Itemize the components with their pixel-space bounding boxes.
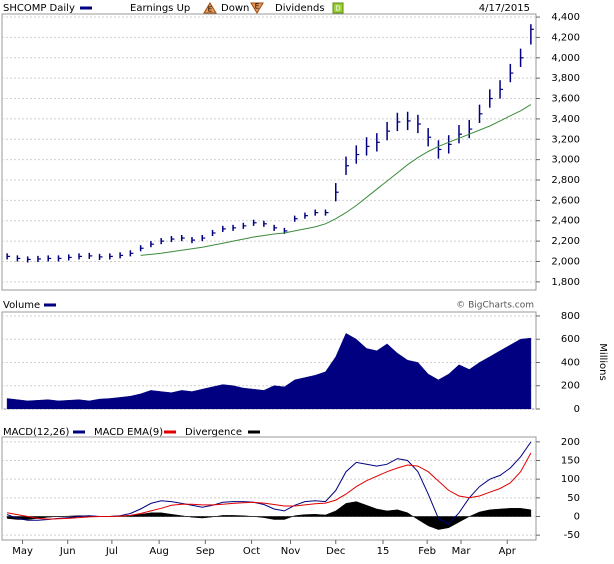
y-tick-label: 50 [567, 493, 580, 504]
panel-title: Volume [3, 300, 40, 311]
y-tick-label: 2,000 [551, 256, 580, 267]
chart-title: SHCOMP Daily [3, 3, 75, 14]
y-tick-label: 2,600 [551, 195, 580, 206]
y-tick-label: 600 [561, 334, 580, 345]
x-tick-label: Mar [452, 546, 472, 557]
series-line [6, 441, 532, 525]
credit: © BigCharts.com [456, 301, 534, 311]
legend-label: MACD EMA(9) [94, 427, 163, 438]
y-tick-label: 4,400 [551, 12, 580, 23]
plot-area [6, 24, 534, 263]
y-tick-label: 0 [574, 404, 580, 415]
dividends-icon: D [332, 2, 344, 14]
y-tick-label: 150 [561, 456, 580, 467]
plot-area [6, 441, 532, 530]
y-tick-label: 3,200 [551, 134, 580, 145]
legend-label: MACD(12,26) [3, 427, 70, 438]
y-tick-label: 4,000 [551, 53, 580, 64]
annotation: Dividends [275, 3, 325, 14]
y-axis-label: Millions [597, 343, 608, 380]
plot-area [6, 333, 532, 409]
y-tick-label: 800 [561, 311, 580, 322]
y-tick-label: 200 [561, 437, 580, 448]
legend-label: Divergence [185, 427, 242, 438]
earnings-down-icon: E [250, 2, 264, 14]
series-area [6, 333, 532, 409]
svg-text:E: E [208, 6, 212, 14]
x-tick-label: Apr [499, 546, 517, 557]
x-tick-label: 15 [377, 546, 390, 557]
annotation: Earnings Up [130, 3, 190, 14]
series-line [140, 104, 532, 256]
svg-text:D: D [335, 5, 340, 13]
y-tick-label: 200 [561, 381, 580, 392]
y-tick-label: 3,000 [551, 155, 580, 166]
y-tick-label: 2,800 [551, 175, 580, 186]
y-tick-label: 100 [561, 474, 580, 485]
y-tick-label: 1,800 [551, 277, 580, 288]
y-tick-label: 2,200 [551, 236, 580, 247]
x-tick-label: Feb [418, 546, 436, 557]
x-tick-label: Jul [105, 546, 118, 557]
y-tick-label: 0 [574, 511, 580, 522]
x-tick-label: Dec [326, 546, 345, 557]
x-tick-label: Sep [196, 546, 215, 557]
date: 4/17/2015 [479, 3, 530, 14]
series-line [7, 452, 532, 520]
y-tick-label: 400 [561, 357, 580, 368]
y-tick-label: 3,800 [551, 73, 580, 84]
x-tick-label: Nov [281, 546, 301, 557]
earnings-up-icon: E [203, 2, 217, 14]
y-tick-label: 3,400 [551, 114, 580, 125]
y-tick-label: 4,200 [551, 32, 580, 43]
plot-frame [1, 436, 537, 541]
x-tick-label: May [12, 546, 33, 557]
x-tick-label: Oct [243, 546, 260, 557]
y-tick-label: 3,600 [551, 94, 580, 105]
x-tick-label: Jun [59, 546, 76, 557]
x-tick-label: Aug [149, 546, 169, 557]
annotation: Down [221, 3, 249, 14]
svg-text:E: E [255, 3, 259, 11]
y-tick-label: 2,400 [551, 216, 580, 227]
plot-frame [1, 13, 537, 291]
y-tick-label: -50 [564, 530, 580, 541]
